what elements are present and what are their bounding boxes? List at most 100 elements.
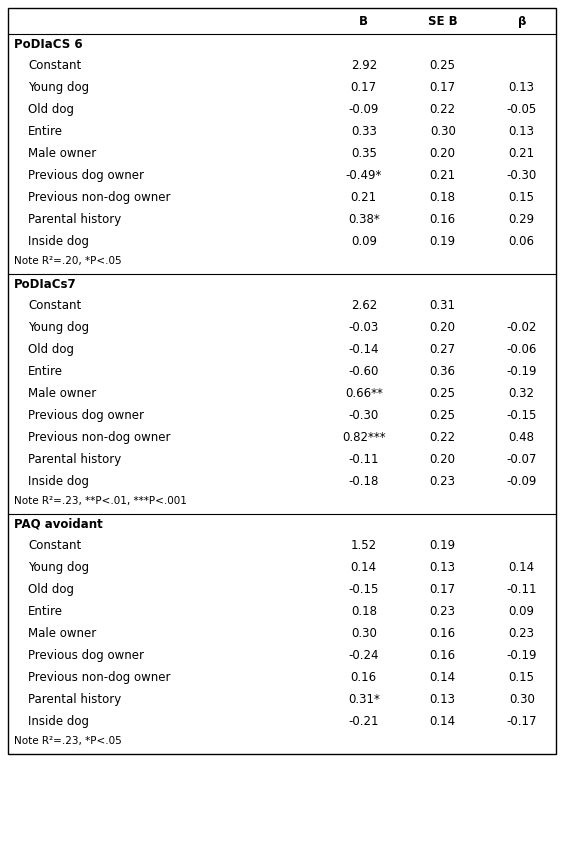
- Text: PoDIaCs7: PoDIaCs7: [14, 278, 77, 291]
- Text: Inside dog: Inside dog: [28, 235, 89, 247]
- Text: -0.15: -0.15: [349, 583, 379, 595]
- Text: 0.22: 0.22: [430, 430, 456, 444]
- Text: 0.09: 0.09: [351, 235, 377, 247]
- Text: 0.35: 0.35: [351, 147, 377, 159]
- Text: Inside dog: Inside dog: [28, 715, 89, 728]
- Text: Young dog: Young dog: [28, 80, 89, 93]
- Text: 0.66**: 0.66**: [345, 386, 383, 400]
- Text: -0.18: -0.18: [349, 474, 379, 488]
- Text: 0.19: 0.19: [430, 539, 456, 551]
- Text: -0.15: -0.15: [506, 408, 537, 422]
- Text: -0.09: -0.09: [506, 474, 537, 488]
- Text: Note R²=.23, **P<.01, ***P<.001: Note R²=.23, **P<.01, ***P<.001: [14, 496, 187, 506]
- Text: Constant: Constant: [28, 58, 81, 71]
- Text: 0.30: 0.30: [430, 125, 456, 137]
- Text: 0.48: 0.48: [509, 430, 535, 444]
- Text: Old dog: Old dog: [28, 583, 74, 595]
- Text: -0.49*: -0.49*: [346, 169, 382, 181]
- Text: 0.14: 0.14: [509, 561, 535, 573]
- Text: 0.16: 0.16: [430, 627, 456, 639]
- Text: -0.21: -0.21: [349, 715, 379, 728]
- Text: 0.30: 0.30: [351, 627, 377, 639]
- Text: -0.03: -0.03: [349, 320, 379, 334]
- Text: 0.14: 0.14: [430, 715, 456, 728]
- Text: SE B: SE B: [428, 14, 457, 27]
- Text: 0.15: 0.15: [509, 671, 535, 684]
- Text: Male owner: Male owner: [28, 386, 96, 400]
- Text: 0.21: 0.21: [430, 169, 456, 181]
- Text: B: B: [359, 14, 368, 27]
- Text: -0.02: -0.02: [506, 320, 537, 334]
- Text: 0.18: 0.18: [430, 191, 456, 203]
- Text: 0.20: 0.20: [430, 320, 456, 334]
- Text: 0.32: 0.32: [509, 386, 535, 400]
- Text: 0.16: 0.16: [430, 213, 456, 225]
- Text: 0.06: 0.06: [509, 235, 535, 247]
- Text: Entire: Entire: [28, 605, 63, 617]
- Text: -0.24: -0.24: [349, 649, 379, 662]
- Text: Entire: Entire: [28, 364, 63, 378]
- Text: 0.22: 0.22: [430, 102, 456, 115]
- Text: 0.19: 0.19: [430, 235, 456, 247]
- Text: 0.23: 0.23: [430, 605, 456, 617]
- Text: 0.82***: 0.82***: [342, 430, 386, 444]
- Text: 0.16: 0.16: [430, 649, 456, 662]
- Text: Young dog: Young dog: [28, 320, 89, 334]
- Text: Note R²=.20, *P<.05: Note R²=.20, *P<.05: [14, 256, 122, 266]
- Text: 0.30: 0.30: [509, 693, 535, 706]
- Text: Constant: Constant: [28, 298, 81, 312]
- Text: Previous dog owner: Previous dog owner: [28, 649, 144, 662]
- Text: 0.31*: 0.31*: [348, 693, 380, 706]
- Text: 0.13: 0.13: [509, 80, 535, 93]
- Text: Constant: Constant: [28, 539, 81, 551]
- Text: 0.13: 0.13: [509, 125, 535, 137]
- Text: 0.16: 0.16: [351, 671, 377, 684]
- Text: PoDIaCS 6: PoDIaCS 6: [14, 37, 82, 51]
- Text: Note R²=.23, *P<.05: Note R²=.23, *P<.05: [14, 736, 122, 746]
- Text: -0.17: -0.17: [506, 715, 537, 728]
- Text: 0.09: 0.09: [509, 605, 535, 617]
- Text: 0.31: 0.31: [430, 298, 456, 312]
- Text: Parental history: Parental history: [28, 693, 121, 706]
- Text: 2.62: 2.62: [351, 298, 377, 312]
- Text: Male owner: Male owner: [28, 147, 96, 159]
- Text: Previous dog owner: Previous dog owner: [28, 169, 144, 181]
- Text: 0.33: 0.33: [351, 125, 377, 137]
- Text: 0.20: 0.20: [430, 452, 456, 466]
- Text: Old dog: Old dog: [28, 342, 74, 356]
- Text: Parental history: Parental history: [28, 213, 121, 225]
- Text: 0.38*: 0.38*: [348, 213, 380, 225]
- Text: 0.21: 0.21: [351, 191, 377, 203]
- Text: 0.17: 0.17: [351, 80, 377, 93]
- Text: Young dog: Young dog: [28, 561, 89, 573]
- Text: -0.30: -0.30: [506, 169, 537, 181]
- Text: Entire: Entire: [28, 125, 63, 137]
- Text: -0.07: -0.07: [506, 452, 537, 466]
- Bar: [8, 8, 556, 754]
- Text: 0.21: 0.21: [509, 147, 535, 159]
- Text: Old dog: Old dog: [28, 102, 74, 115]
- Text: 0.27: 0.27: [430, 342, 456, 356]
- Text: -0.11: -0.11: [349, 452, 379, 466]
- Text: 0.23: 0.23: [430, 474, 456, 488]
- Text: 0.14: 0.14: [430, 671, 456, 684]
- Text: Male owner: Male owner: [28, 627, 96, 639]
- Text: 0.20: 0.20: [430, 147, 456, 159]
- Text: 0.25: 0.25: [430, 58, 456, 71]
- Text: -0.14: -0.14: [349, 342, 379, 356]
- Text: Previous non-dog owner: Previous non-dog owner: [28, 191, 170, 203]
- Text: 0.25: 0.25: [430, 408, 456, 422]
- Text: 0.18: 0.18: [351, 605, 377, 617]
- Text: -0.11: -0.11: [506, 583, 537, 595]
- Text: -0.05: -0.05: [506, 102, 537, 115]
- Text: 2.92: 2.92: [351, 58, 377, 71]
- Text: -0.30: -0.30: [349, 408, 379, 422]
- Text: 0.15: 0.15: [509, 191, 535, 203]
- Text: 0.13: 0.13: [430, 561, 456, 573]
- Text: -0.19: -0.19: [506, 649, 537, 662]
- Text: -0.60: -0.60: [349, 364, 379, 378]
- Text: 0.13: 0.13: [430, 693, 456, 706]
- Text: Previous non-dog owner: Previous non-dog owner: [28, 430, 170, 444]
- Text: Previous non-dog owner: Previous non-dog owner: [28, 671, 170, 684]
- Text: PAQ avoidant: PAQ avoidant: [14, 518, 103, 530]
